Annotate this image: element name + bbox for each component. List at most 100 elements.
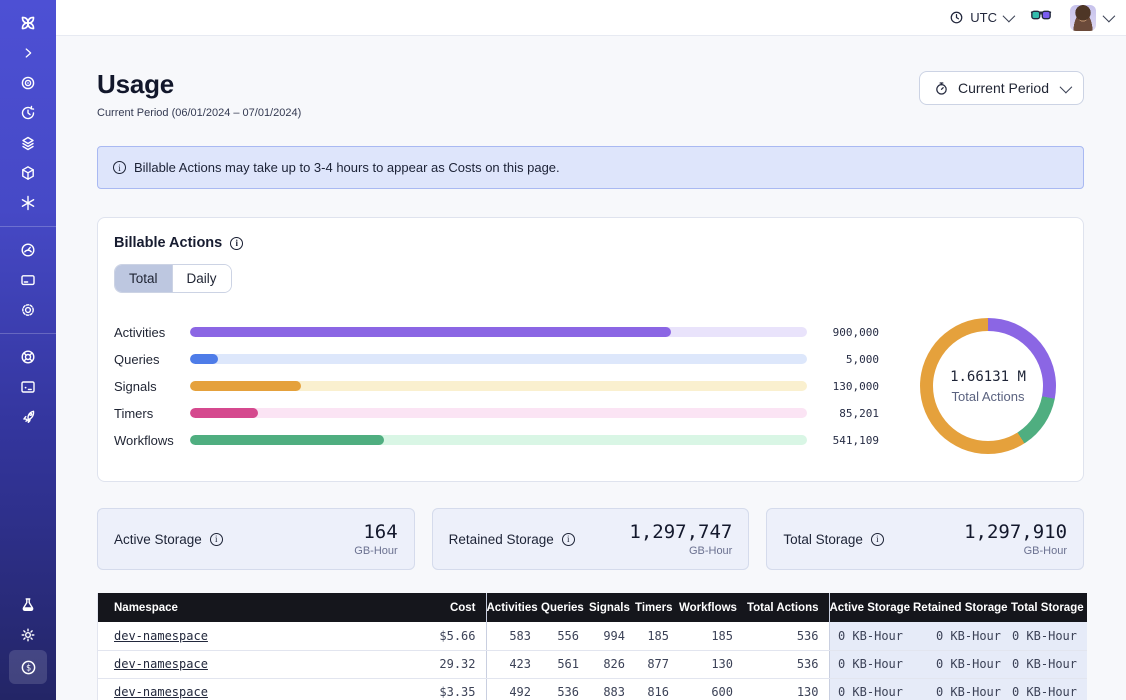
active-storage-unit: GB-Hour: [354, 545, 397, 557]
labs-icon[interactable]: [10, 590, 46, 620]
workflows-cell: 600: [679, 678, 743, 700]
layers-icon[interactable]: [10, 128, 46, 158]
queries-cell: 536: [541, 678, 589, 700]
col-workflows: Workflows: [679, 593, 743, 622]
total-actions-value: 1.66131 M: [950, 369, 1026, 385]
settings-icon[interactable]: [10, 295, 46, 325]
total-storage-cell: 0 KB-Hour: [1011, 678, 1087, 700]
retained-storage-unit: GB-Hour: [629, 545, 732, 557]
nexus-icon[interactable]: [10, 188, 46, 218]
cost-cell: $5.66: [418, 622, 486, 650]
col-retained-storage: Retained Storage: [913, 593, 1011, 622]
sidebar-group-top: [0, 0, 56, 226]
bar-label: Activities: [114, 325, 190, 340]
money-icon[interactable]: $: [9, 650, 47, 684]
period-dropdown-button[interactable]: Current Period: [919, 71, 1084, 105]
col-signals: Signals: [589, 593, 635, 622]
getting-started-icon[interactable]: [10, 402, 46, 432]
active-storage-label: Active Storage: [114, 532, 202, 547]
info-icon[interactable]: i: [871, 533, 884, 546]
clock-icon: [949, 10, 964, 25]
table-header-row: Namespace Cost Activities Queries Signal…: [98, 593, 1087, 622]
donut-chart: 1.66131 M Total Actions: [913, 311, 1063, 461]
namespace-link[interactable]: dev-namespace: [114, 657, 208, 671]
retained-storage-cell: 0 KB-Hour: [913, 622, 1011, 650]
bar-fill: [190, 408, 258, 418]
bar-fill: [190, 435, 384, 445]
donut-center: 1.66131 M Total Actions: [933, 331, 1043, 441]
col-total-actions: Total Actions: [743, 593, 829, 622]
temporal-logo-icon[interactable]: [10, 8, 46, 38]
billable-actions-card: Billable Actions i Total Daily Activitie…: [97, 217, 1084, 482]
bar-label: Signals: [114, 379, 190, 394]
page-header: Usage Current Period (06/01/2024 – 07/01…: [97, 69, 1084, 119]
collapse-sidebar-icon[interactable]: [10, 38, 46, 68]
deployments-icon[interactable]: [10, 158, 46, 188]
workflows-cell: 185: [679, 622, 743, 650]
bar-label: Timers: [114, 406, 190, 421]
cli-icon[interactable]: [10, 372, 46, 402]
namespace-link[interactable]: dev-namespace: [114, 685, 208, 699]
info-icon[interactable]: i: [113, 161, 126, 174]
active-storage-card: Active Storage i 164 GB-Hour: [97, 508, 415, 570]
timers-cell: 877: [635, 650, 679, 678]
bar-track: [190, 381, 807, 391]
col-activities: Activities: [486, 593, 541, 622]
active-storage-cell: 0 KB-Hour: [829, 650, 913, 678]
total-actions-cell: 536: [743, 650, 829, 678]
col-namespace: Namespace: [98, 593, 418, 622]
tab-daily[interactable]: Daily: [172, 265, 231, 292]
banner-text: Billable Actions may take up to 3-4 hour…: [134, 160, 560, 175]
bar-fill: [190, 327, 671, 337]
cost-cell: $3.35: [418, 678, 486, 700]
bar-row-activities: Activities 900,000: [114, 323, 879, 342]
chevron-down-icon: [1103, 10, 1116, 23]
signals-cell: 826: [589, 650, 635, 678]
account-menu[interactable]: [1070, 5, 1112, 31]
col-timers: Timers: [635, 593, 679, 622]
total-storage-card: Total Storage i 1,297,910 GB-Hour: [766, 508, 1084, 570]
sidebar-group-help: [0, 333, 56, 440]
tab-total[interactable]: Total: [115, 265, 172, 292]
bar-track: [190, 408, 807, 418]
billable-tabs: Total Daily: [114, 264, 232, 293]
total-actions-cell: 536: [743, 622, 829, 650]
billable-chart: Activities 900,000 Queries 5,000 Signals: [114, 311, 1067, 461]
bar-label: Workflows: [114, 433, 190, 448]
topbar: UTC: [56, 0, 1126, 36]
whats-new-button[interactable]: [1030, 7, 1052, 28]
timezone-label: UTC: [970, 10, 997, 25]
theme-icon[interactable]: [10, 620, 46, 650]
total-storage-cell: 0 KB-Hour: [1011, 622, 1087, 650]
namespace-link[interactable]: dev-namespace: [114, 629, 208, 643]
active-storage-cell: 0 KB-Hour: [829, 678, 913, 700]
table-row: dev-namespace $3.35 492 536 883 816 600 …: [98, 678, 1087, 700]
total-storage-value: 1,297,910: [964, 521, 1067, 543]
retained-storage-value: 1,297,747: [629, 521, 732, 543]
info-icon[interactable]: i: [230, 237, 243, 250]
workflows-cell: 130: [679, 650, 743, 678]
col-queries: Queries: [541, 593, 589, 622]
glasses-icon: [1030, 7, 1052, 23]
billing-icon[interactable]: [10, 265, 46, 295]
sidebar-group-account: [0, 226, 56, 333]
queries-cell: 561: [541, 650, 589, 678]
bar-value: 85,201: [807, 407, 879, 420]
bar-track: [190, 327, 807, 337]
activities-cell: 492: [486, 678, 541, 700]
retained-storage-card: Retained Storage i 1,297,747 GB-Hour: [432, 508, 750, 570]
timezone-dropdown[interactable]: UTC: [949, 10, 1012, 25]
signals-cell: 883: [589, 678, 635, 700]
support-icon[interactable]: [10, 342, 46, 372]
info-icon[interactable]: i: [562, 533, 575, 546]
usage-icon[interactable]: [10, 235, 46, 265]
page-title: Usage: [97, 69, 301, 100]
signals-cell: 994: [589, 622, 635, 650]
main-area: UTC Usage Current Period (06: [56, 0, 1126, 700]
info-icon[interactable]: i: [210, 533, 223, 546]
info-banner: i Billable Actions may take up to 3-4 ho…: [97, 146, 1084, 189]
retained-storage-cell: 0 KB-Hour: [913, 678, 1011, 700]
schedules-icon[interactable]: [10, 98, 46, 128]
namespaces-icon[interactable]: [10, 68, 46, 98]
bar-row-queries: Queries 5,000: [114, 350, 879, 369]
